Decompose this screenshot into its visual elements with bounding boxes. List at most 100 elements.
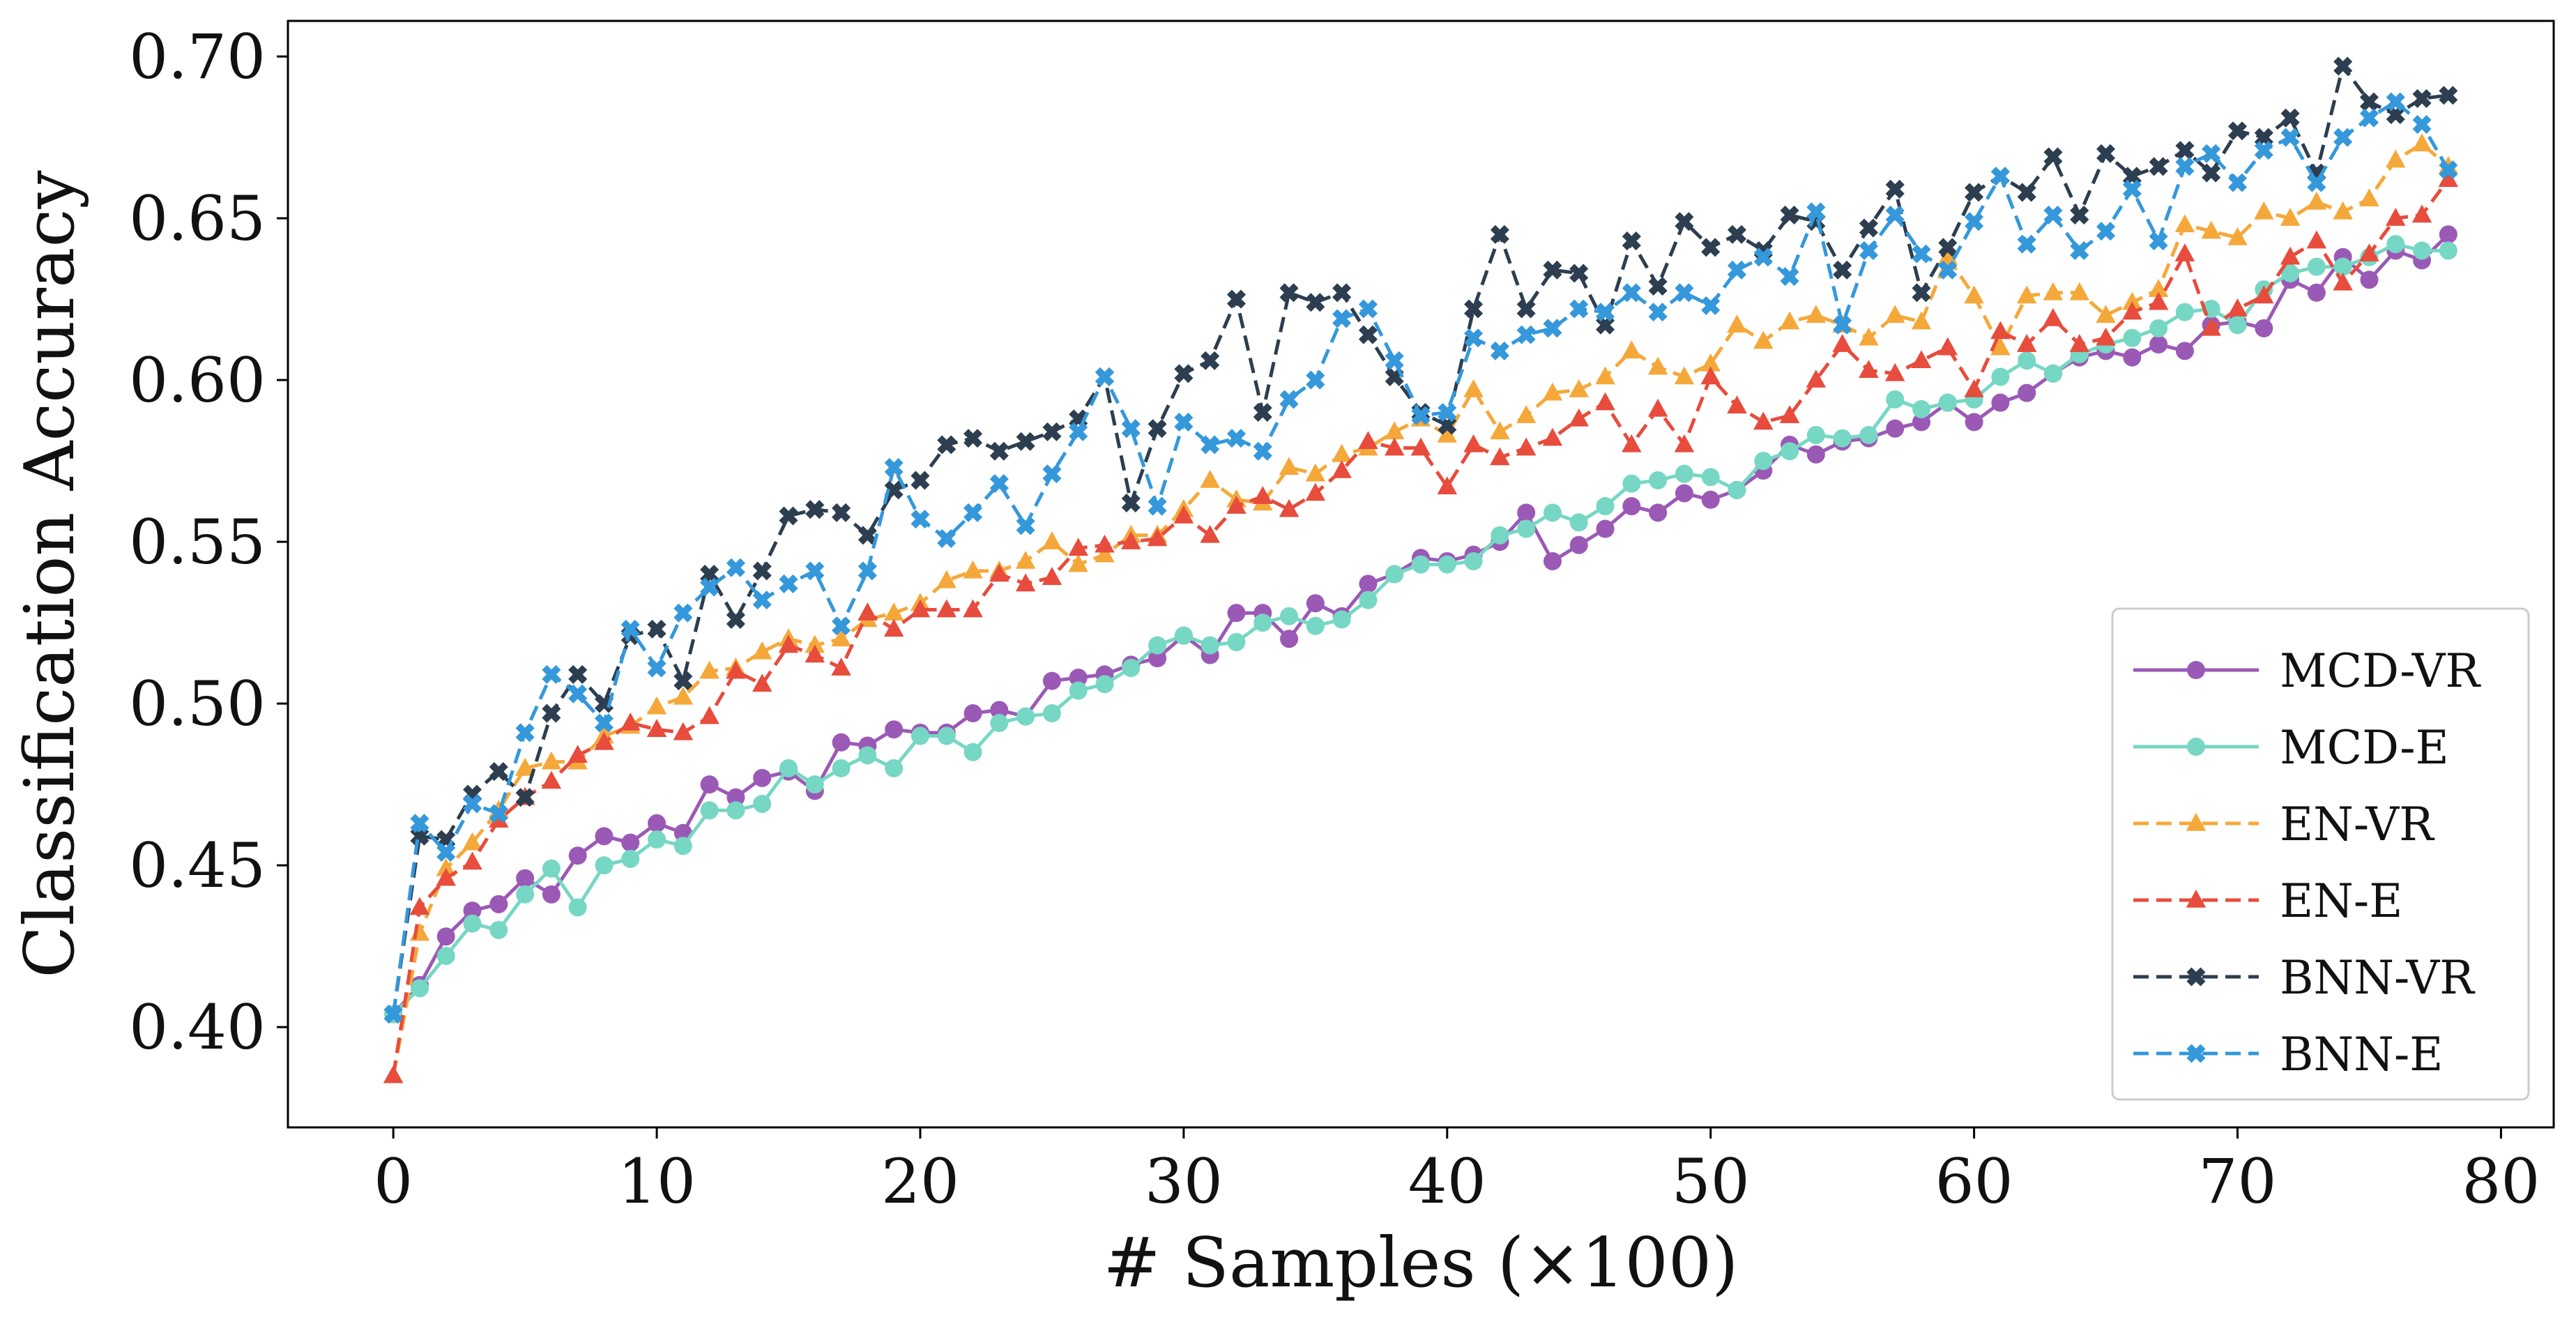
data-point-bnn-e (2202, 144, 2221, 163)
data-point-en-e (462, 851, 482, 870)
data-point-en-e (726, 660, 746, 679)
data-point-mcd-e (1385, 565, 1404, 584)
data-point-mcd-e (1016, 707, 1035, 726)
data-point-mcd-e (779, 759, 798, 777)
y-tick-label: 0.60 (129, 344, 266, 416)
data-point-mcd-e (1201, 636, 1219, 655)
x-tick-label: 10 (618, 1146, 696, 1217)
data-point-en-e (1358, 431, 1378, 450)
data-point-mcd-e (1095, 675, 1114, 694)
data-point-en-e (2280, 246, 2301, 265)
legend-label-bnn-vr: BNN-VR (2280, 951, 2476, 1005)
data-point-mcd-vr (568, 846, 587, 865)
data-point-bnn-vr (2149, 157, 2168, 176)
data-point-en-vr (1569, 379, 1589, 397)
series-en-e (383, 169, 2459, 1083)
data-point-mcd-e (963, 743, 982, 761)
data-point-bnn-e (568, 684, 588, 703)
data-point-bnn-vr (1622, 231, 1641, 251)
data-point-bnn-vr (647, 619, 666, 639)
data-point-en-vr (1990, 337, 2011, 356)
data-point-bnn-vr (1464, 299, 1484, 319)
data-point-en-e (858, 602, 878, 621)
x-tick-label: 20 (881, 1146, 959, 1217)
legend-item-bnn-e: BNN-E (2133, 1028, 2443, 1081)
data-point-mcd-vr (542, 885, 561, 904)
data-point-en-e (1832, 334, 1852, 352)
data-point-bnn-e (647, 658, 666, 678)
data-point-en-e (2411, 204, 2432, 223)
legend-marker-bnn-e (2186, 1044, 2206, 1063)
data-point-bnn-e (2017, 234, 2036, 254)
y-tick-label: 0.65 (129, 183, 266, 254)
data-point-en-e (1305, 482, 1326, 501)
data-point-mcd-e (463, 914, 482, 933)
data-point-en-e (673, 722, 694, 740)
data-point-bnn-e (2412, 114, 2432, 135)
data-point-en-vr (699, 660, 719, 679)
data-point-bnn-e (805, 561, 825, 581)
data-point-mcd-e (1991, 367, 2010, 386)
data-point-en-vr (1727, 314, 1747, 333)
data-point-en-e (1463, 434, 1484, 452)
data-point-bnn-vr (1332, 283, 1352, 303)
data-point-en-vr (1384, 421, 1405, 440)
data-point-bnn-vr (2333, 56, 2353, 76)
data-point-en-e (1779, 405, 1800, 423)
data-point-bnn-e (1727, 260, 1747, 280)
y-axis: 0.40 0.45 0.50 0.55 0.60 0.65 0.70 (129, 21, 288, 1063)
data-point-en-e (567, 745, 588, 763)
data-point-bnn-e (515, 723, 535, 743)
data-point-en-e (1622, 434, 1642, 452)
data-point-mcd-e (516, 885, 535, 904)
data-point-en-e (1173, 505, 1194, 524)
data-point-bnn-vr (489, 762, 508, 782)
data-point-bnn-e (937, 528, 957, 548)
legend: MCD-VR MCD-E EN-VR EN-E BNN-VR BNN-E (2111, 607, 2530, 1101)
data-point-mcd-e (410, 979, 429, 998)
data-point-en-vr (673, 686, 694, 705)
data-point-mcd-vr (1965, 413, 1983, 432)
data-point-bnn-vr (1780, 205, 1799, 225)
data-point-bnn-vr (1701, 238, 1721, 257)
data-point-en-e (1384, 437, 1405, 456)
data-point-mcd-vr (1543, 551, 1562, 570)
data-point-mcd-vr (2175, 342, 2194, 360)
data-point-bnn-e (1701, 296, 1721, 315)
data-point-en-vr (1068, 554, 1088, 572)
data-point-en-vr (1042, 531, 1062, 549)
y-tick-label: 0.45 (129, 830, 266, 901)
legend-item-en-vr: EN-VR (2133, 798, 2435, 851)
data-point-en-e (2254, 285, 2274, 304)
data-point-en-vr (1200, 469, 1220, 488)
legend-marker-mcd-e (2187, 738, 2205, 756)
data-point-mcd-e (1728, 480, 1746, 499)
data-point-en-e (409, 897, 430, 915)
data-point-mcd-vr (1675, 484, 1693, 503)
data-point-mcd-vr (1069, 668, 1088, 687)
legend-item-en-e: EN-E (2133, 874, 2402, 928)
data-point-mcd-e (1833, 429, 1852, 448)
data-point-en-e (620, 712, 641, 731)
data-point-mcd-e (1701, 468, 1720, 487)
data-point-bnn-e (1912, 244, 1931, 264)
data-point-bnn-e (752, 591, 772, 610)
data-point-mcd-e (2386, 235, 2405, 254)
data-point-bnn-vr (2096, 144, 2116, 163)
data-point-en-e (489, 809, 509, 828)
data-point-mcd-e (1622, 474, 1641, 493)
data-point-mcd-e (832, 759, 851, 777)
data-point-bnn-vr (989, 441, 1009, 461)
data-point-bnn-e (1332, 309, 1352, 328)
plot-frame (287, 20, 2555, 1129)
data-point-bnn-vr (832, 503, 851, 522)
data-point-mcd-vr (1886, 419, 1905, 438)
data-point-en-vr (963, 560, 983, 579)
data-point-bnn-e (2149, 231, 2168, 251)
data-point-bnn-e (1859, 241, 1878, 261)
data-point-en-vr (1753, 330, 1774, 349)
data-point-mcd-e (805, 775, 824, 794)
data-point-en-e (1147, 528, 1168, 547)
data-point-en-vr (805, 634, 825, 653)
